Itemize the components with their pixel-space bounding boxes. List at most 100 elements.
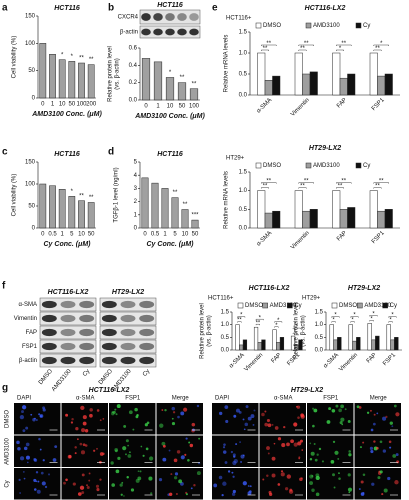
cell [25, 455, 30, 460]
panel-label: c [2, 147, 8, 158]
cell [114, 447, 119, 452]
cell [120, 493, 123, 496]
bracket [369, 320, 374, 322]
cell [394, 480, 399, 485]
significance: ** [300, 46, 305, 52]
y-tick-label: 0 [32, 226, 36, 232]
significance: * [169, 70, 172, 76]
bracket [331, 321, 336, 323]
cell [240, 461, 242, 463]
cell [38, 437, 41, 441]
significance: * [391, 313, 394, 319]
image-column-label: FSP1 [125, 396, 141, 402]
cell [158, 477, 163, 482]
cell [175, 492, 178, 496]
bar [384, 209, 393, 229]
bar [58, 189, 66, 229]
blot-band [41, 356, 57, 365]
cell [171, 406, 176, 411]
y-tick-label: 0.0 [315, 348, 324, 354]
cell [79, 485, 85, 490]
bar [49, 185, 56, 229]
cell [102, 418, 105, 420]
cell [146, 421, 150, 425]
cell [247, 416, 252, 421]
significance: ** [237, 318, 242, 324]
significance: * [240, 313, 243, 319]
bar [375, 335, 380, 351]
cell [71, 417, 74, 421]
cell [38, 413, 41, 416]
bar [189, 88, 199, 101]
x-axis-label: Cy Conc. (μM) [147, 241, 195, 248]
cell [362, 473, 366, 477]
cell [338, 477, 341, 480]
cell [373, 413, 376, 416]
significance: * [380, 41, 383, 47]
bar [153, 61, 163, 101]
bar [294, 190, 303, 229]
x-tick-label: 100 [76, 102, 87, 108]
cell [74, 446, 77, 449]
cell [116, 404, 121, 409]
y-tick-label: 100 [25, 182, 36, 188]
cell [196, 404, 200, 408]
panel-label: g [2, 383, 8, 394]
x-tick-label: 10 [59, 102, 66, 108]
cell [193, 484, 196, 487]
panel-label: f [2, 281, 6, 292]
cell [338, 472, 340, 474]
x-tick-label: 50 [179, 104, 186, 110]
x-tick-label: α-SMA [323, 352, 340, 369]
x-tick-label: 0.5 [48, 232, 57, 238]
cell [36, 489, 41, 494]
cell [332, 440, 336, 444]
cell [379, 470, 383, 474]
cell [75, 427, 79, 431]
x-tick-label: FAP [336, 97, 348, 109]
panel-label: d [108, 147, 114, 158]
legend-swatch [331, 302, 338, 309]
blot-band [120, 314, 136, 323]
blot-band [79, 328, 95, 337]
y-tick-label: 50 [28, 68, 35, 74]
x-tick-label: α-SMA [256, 97, 273, 114]
cell [222, 481, 227, 486]
significance: * [334, 313, 337, 319]
cell [79, 442, 83, 446]
cell [387, 476, 391, 481]
cell [89, 413, 93, 418]
blot-band [60, 328, 76, 337]
cell [34, 488, 37, 491]
cell [176, 450, 181, 454]
cell [198, 437, 201, 440]
cell [222, 446, 226, 449]
cell [382, 449, 387, 453]
cell [149, 456, 154, 461]
panel-label: a [2, 3, 8, 14]
bar [181, 209, 189, 229]
cell [114, 449, 118, 453]
significance: * [351, 318, 354, 324]
cell [376, 412, 379, 415]
cell [22, 471, 25, 473]
bar [239, 344, 244, 351]
blot-band [101, 328, 117, 337]
significance: ** [266, 41, 271, 47]
chart-title: HCT116-LX2 [305, 5, 346, 12]
image-column-label: α-SMA [76, 396, 94, 402]
micrograph [307, 435, 354, 467]
cell [99, 419, 102, 422]
significance: ** [89, 57, 94, 63]
cell [96, 447, 98, 450]
image-column-label: Merge [172, 396, 190, 402]
cell [33, 458, 38, 462]
cell [82, 421, 87, 426]
bar [272, 210, 281, 229]
significance: * [339, 46, 342, 52]
bracket [261, 182, 277, 184]
x-tick-label: FAP [366, 352, 378, 364]
cell [168, 449, 171, 452]
